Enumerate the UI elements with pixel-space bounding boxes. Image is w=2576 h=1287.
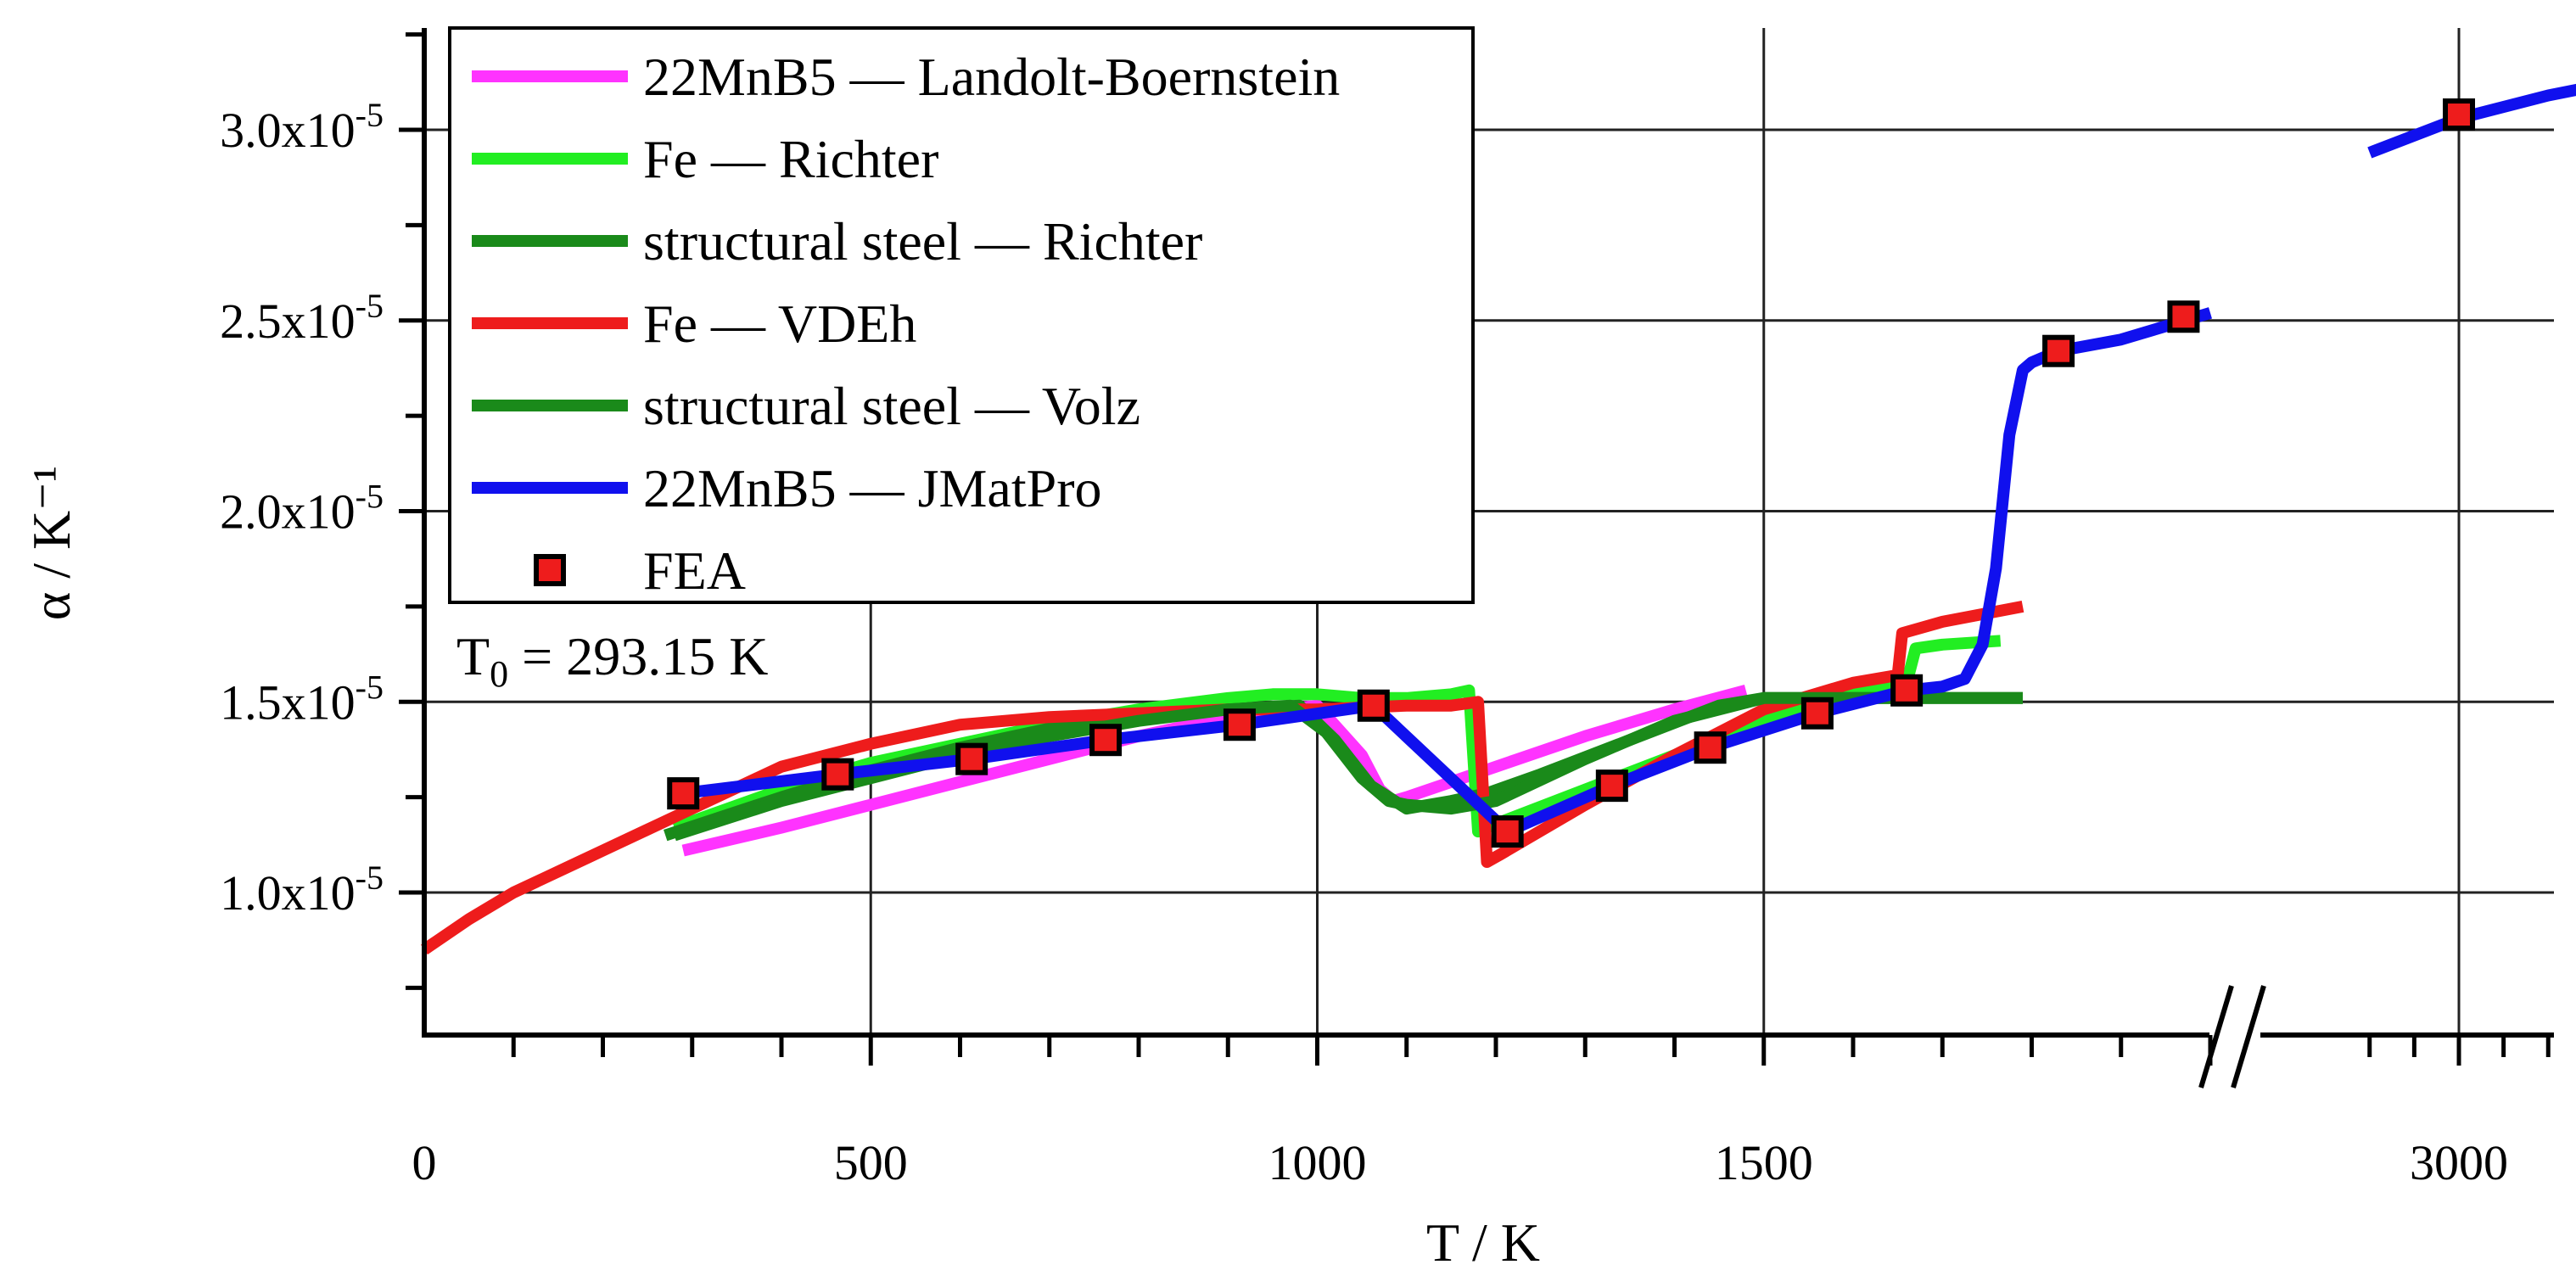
- legend-label: 22MnB5 — JMatPro: [643, 458, 1102, 518]
- x-tick-label: 500: [834, 1135, 908, 1190]
- ticks: 1.0x10-51.5x10-52.0x10-52.5x10-53.0x10-5…: [220, 32, 2551, 1190]
- y-tick-label: 2.5x10-5: [220, 287, 384, 349]
- fea-marker: [1694, 731, 1727, 764]
- y-tick-label: 2.0x10-5: [220, 478, 384, 540]
- y-tick-mantissa: 3.0x10: [220, 103, 356, 158]
- series-line: [681, 685, 1748, 857]
- y-tick-exponent: -5: [356, 668, 384, 706]
- series-line: [2367, 83, 2576, 159]
- fea-marker: [1800, 697, 1834, 730]
- fea-marker: [2443, 98, 2475, 131]
- fea-marker: [1223, 708, 1256, 741]
- legend-marker-swatch: [534, 554, 566, 586]
- t0-annotation: T0 = 293.15 K: [456, 626, 768, 695]
- legend-label: structural steel — Richter: [643, 211, 1202, 271]
- axis-break-mark: [2198, 985, 2234, 1088]
- fea-marker: [1357, 689, 1390, 722]
- x-tick-label: 0: [412, 1135, 437, 1190]
- y-tick-mantissa: 1.0x10: [220, 865, 356, 920]
- y-tick-label: 1.0x10-5: [220, 859, 384, 920]
- x-tick-label: 3000: [2410, 1135, 2508, 1190]
- legend-label: Fe — Richter: [643, 129, 938, 189]
- legend-label: Fe — VDEh: [643, 294, 916, 354]
- y-tick-label: 1.5x10-5: [220, 668, 384, 730]
- fea-marker: [1089, 724, 1123, 757]
- fea-marker-layer: [667, 98, 2475, 848]
- fea-marker: [2042, 334, 2075, 367]
- series-line: [672, 691, 2023, 842]
- y-tick-exponent: -5: [356, 96, 384, 134]
- fea-marker: [667, 777, 700, 810]
- t0-symbol: T: [456, 626, 490, 686]
- legend-label: structural steel — Volz: [643, 376, 1140, 436]
- y-axis-title: α / K⁻¹: [21, 466, 81, 621]
- t0-value: = 293.15 K: [508, 626, 768, 686]
- t0-subscript: 0: [490, 653, 508, 695]
- legend-box: [448, 26, 1475, 604]
- axis-break-mark: [2231, 985, 2266, 1088]
- y-tick-exponent: -5: [356, 859, 384, 897]
- x-tick-label: 1000: [1268, 1135, 1367, 1190]
- y-tick-exponent: -5: [356, 287, 384, 325]
- fea-marker: [821, 758, 854, 791]
- legend-label: FEA: [643, 540, 746, 601]
- y-tick-label: 3.0x10-5: [220, 96, 384, 158]
- x-axis-title: T / K: [1426, 1212, 1540, 1273]
- y-tick-mantissa: 2.0x10: [220, 484, 356, 540]
- fea-marker: [1595, 769, 1628, 803]
- y-tick-mantissa: 2.5x10: [220, 294, 356, 349]
- x-tick-label: 1500: [1715, 1135, 1813, 1190]
- legend-label: 22MnB5 — Landolt-Boernstein: [643, 47, 1340, 107]
- fea-marker: [955, 742, 988, 775]
- legend: 22MnB5 — Landolt-Boernstein Fe — Richter s…: [448, 26, 1475, 604]
- fea-marker: [2167, 300, 2200, 333]
- y-tick-mantissa: 1.5x10: [220, 674, 356, 730]
- fea-marker: [1491, 815, 1524, 848]
- fea-marker: [1890, 674, 1924, 707]
- series-layer: [421, 83, 2576, 955]
- y-tick-exponent: -5: [356, 478, 384, 516]
